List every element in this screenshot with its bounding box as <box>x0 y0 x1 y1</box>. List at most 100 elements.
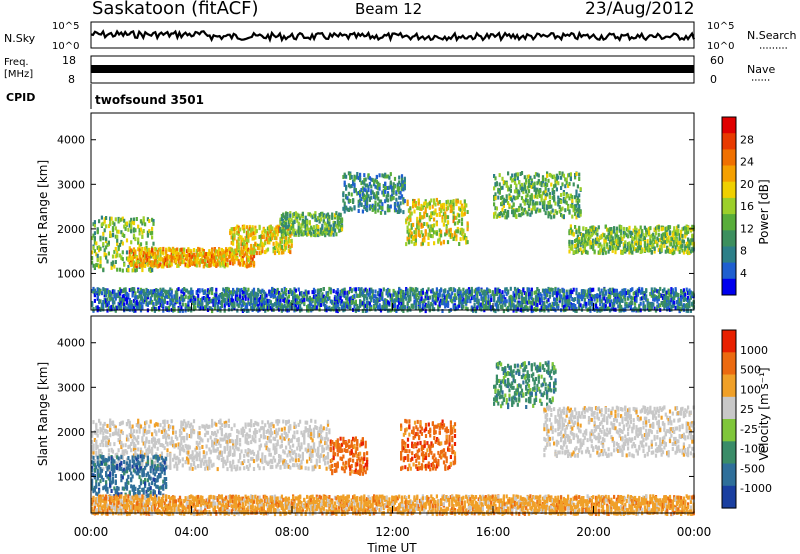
echo-cell <box>142 253 145 258</box>
echo-cell <box>121 257 124 262</box>
echo-cell <box>142 260 145 265</box>
echo-cell <box>426 293 429 298</box>
echo-cell <box>254 228 257 232</box>
echo-cell <box>105 237 108 242</box>
echo-cell <box>240 256 243 261</box>
echo-cell <box>501 303 504 308</box>
echo-cell <box>135 262 138 266</box>
echo-cell <box>419 233 422 238</box>
echo-cell <box>151 289 154 294</box>
echo-cell <box>420 203 423 208</box>
echo-cell <box>225 301 228 306</box>
echo-cell <box>426 204 429 209</box>
echo-cell <box>430 214 433 218</box>
echo-cell <box>611 229 614 234</box>
echo-cell <box>308 220 311 225</box>
echo-cell <box>304 224 307 229</box>
echo-cell <box>405 287 408 291</box>
echo-cell <box>239 250 242 255</box>
echo-cell <box>304 215 307 220</box>
echo-cell <box>543 190 546 195</box>
echo-cell <box>434 208 437 213</box>
echo-cell <box>294 231 297 236</box>
echo-cell <box>144 296 147 300</box>
echo-cell <box>184 294 187 299</box>
echo-cell <box>409 211 412 216</box>
echo-cell <box>580 250 584 255</box>
echo-cell <box>575 249 578 254</box>
echo-cell <box>382 301 385 306</box>
echo-cell <box>194 257 197 262</box>
echo-cell <box>137 240 140 245</box>
echo-cell <box>177 259 180 264</box>
echo-cell <box>504 287 507 292</box>
echo-cell <box>413 241 416 246</box>
echo-cell <box>617 234 620 239</box>
echo-cell <box>576 184 579 189</box>
echo-cell <box>232 292 235 297</box>
echo-cell <box>148 247 151 252</box>
echo-cell <box>118 242 122 247</box>
echo-cell <box>287 239 290 244</box>
echo-cell <box>124 287 127 292</box>
echo-cell <box>396 210 399 214</box>
echo-cell <box>158 306 161 310</box>
echo-cell <box>192 252 196 257</box>
echo-cell <box>620 249 623 254</box>
echo-cell <box>280 294 283 299</box>
echo-cell <box>501 305 504 310</box>
echo-cell <box>324 214 327 219</box>
echo-cell <box>243 260 246 265</box>
echo-cell <box>386 287 390 292</box>
echo-cell <box>252 287 256 292</box>
echo-cell <box>128 258 131 262</box>
echo-cell <box>194 298 197 303</box>
echo-cell <box>245 230 249 235</box>
echo-cell <box>502 294 505 299</box>
echo-cell <box>414 298 417 303</box>
echo-cell <box>393 208 397 213</box>
echo-cell <box>178 262 182 266</box>
echo-cell <box>170 294 173 299</box>
echo-cell <box>271 303 274 308</box>
echo-cell <box>123 218 126 223</box>
echo-cell <box>684 247 687 252</box>
echo-cell <box>226 286 229 291</box>
echo-cell <box>128 298 131 302</box>
echo-cell <box>215 297 218 302</box>
echo-cell <box>518 302 521 307</box>
echo-cell <box>269 290 272 294</box>
echo-cell <box>400 194 404 199</box>
echo-cell <box>453 288 457 293</box>
echo-cell <box>257 246 260 251</box>
echo-cell <box>382 174 385 179</box>
echo-cell <box>392 182 395 187</box>
echo-cell <box>311 290 314 295</box>
echo-cell <box>393 176 397 181</box>
echo-cell <box>254 242 257 247</box>
echo-cell <box>285 288 288 292</box>
echo-cell <box>241 237 244 242</box>
echo-cell <box>537 192 540 197</box>
echo-cell <box>128 246 131 251</box>
echo-cell <box>515 172 518 177</box>
echo-cell <box>120 297 123 302</box>
echo-cell <box>233 260 236 265</box>
echo-cell <box>172 248 175 253</box>
echo-cell <box>230 230 233 235</box>
echo-cell <box>431 307 434 312</box>
echo-cell <box>177 252 180 257</box>
echo-cell <box>144 222 147 227</box>
echo-cell <box>505 307 508 312</box>
echo-cell <box>346 207 349 212</box>
echo-cell <box>366 288 369 293</box>
echo-cell <box>232 233 235 238</box>
echo-cell <box>546 204 549 209</box>
echo-cell <box>395 208 398 213</box>
echo-cell <box>508 302 511 307</box>
echo-cell <box>520 196 524 201</box>
echo-cell <box>599 248 602 253</box>
echo-cell <box>205 304 208 309</box>
echo-cell <box>107 293 110 298</box>
echo-cell <box>340 306 344 311</box>
